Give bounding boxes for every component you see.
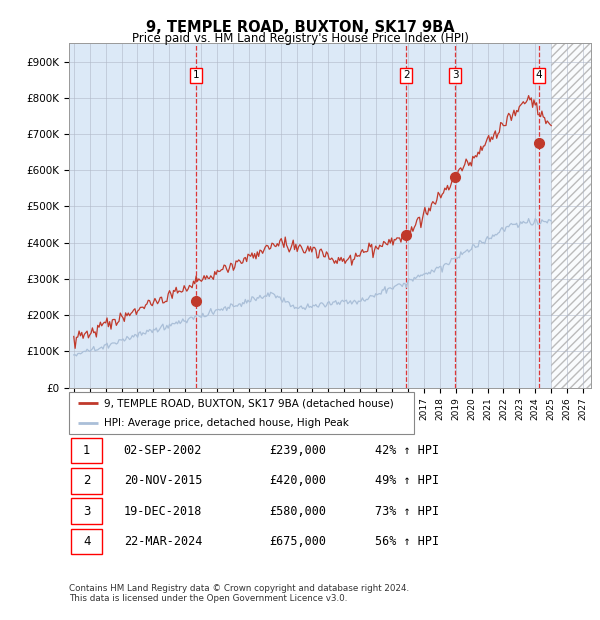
- FancyBboxPatch shape: [71, 529, 102, 554]
- Text: 9, TEMPLE ROAD, BUXTON, SK17 9BA (detached house): 9, TEMPLE ROAD, BUXTON, SK17 9BA (detach…: [104, 398, 393, 408]
- Bar: [551, 43, 599, 388]
- Text: Contains HM Land Registry data © Crown copyright and database right 2024.
This d: Contains HM Land Registry data © Crown c…: [69, 584, 409, 603]
- Bar: [551, 43, 599, 388]
- Text: 42% ↑ HPI: 42% ↑ HPI: [374, 444, 439, 457]
- Text: Price paid vs. HM Land Registry's House Price Index (HPI): Price paid vs. HM Land Registry's House …: [131, 32, 469, 45]
- Text: 4: 4: [83, 535, 91, 548]
- Text: 3: 3: [83, 505, 91, 518]
- Text: 20-NOV-2015: 20-NOV-2015: [124, 474, 202, 487]
- Text: 2: 2: [403, 70, 410, 80]
- Text: HPI: Average price, detached house, High Peak: HPI: Average price, detached house, High…: [104, 418, 349, 428]
- Text: 73% ↑ HPI: 73% ↑ HPI: [374, 505, 439, 518]
- Text: 22-MAR-2024: 22-MAR-2024: [124, 535, 202, 548]
- Text: 2: 2: [83, 474, 91, 487]
- FancyBboxPatch shape: [71, 438, 102, 463]
- Text: 1: 1: [193, 70, 199, 80]
- Text: 1: 1: [83, 444, 91, 457]
- Text: £420,000: £420,000: [269, 474, 326, 487]
- Text: 9, TEMPLE ROAD, BUXTON, SK17 9BA: 9, TEMPLE ROAD, BUXTON, SK17 9BA: [146, 20, 454, 35]
- FancyBboxPatch shape: [71, 468, 102, 494]
- FancyBboxPatch shape: [71, 498, 102, 524]
- Text: 49% ↑ HPI: 49% ↑ HPI: [374, 474, 439, 487]
- Text: £675,000: £675,000: [269, 535, 326, 548]
- Text: 56% ↑ HPI: 56% ↑ HPI: [374, 535, 439, 548]
- FancyBboxPatch shape: [69, 392, 414, 434]
- Text: 02-SEP-2002: 02-SEP-2002: [124, 444, 202, 457]
- Text: 4: 4: [535, 70, 542, 80]
- Text: £580,000: £580,000: [269, 505, 326, 518]
- Text: 3: 3: [452, 70, 458, 80]
- Text: 19-DEC-2018: 19-DEC-2018: [124, 505, 202, 518]
- Text: £239,000: £239,000: [269, 444, 326, 457]
